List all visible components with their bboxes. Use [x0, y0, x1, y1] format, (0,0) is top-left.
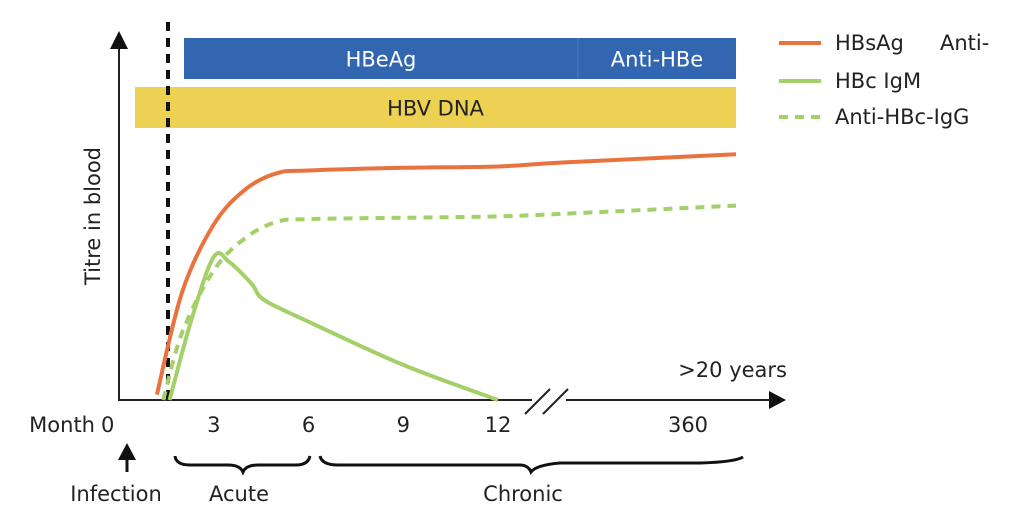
acute-phase-brace	[173, 455, 312, 476]
band-hbeag	[184, 38, 578, 79]
x-tick-label: 0	[101, 413, 114, 437]
phase-label-chronic: Chronic	[483, 482, 563, 506]
x-tick-labels: 0 3 6 9 12 360	[101, 413, 708, 437]
band-label-hbv-dna: HBV DNA	[387, 97, 484, 121]
band-label-anti-hbe: Anti-HBe	[611, 48, 703, 72]
legend-label-anti-hbc-igg: Anti-HBc-IgG	[835, 105, 969, 129]
legend-label-hbsag-extra: Anti-	[940, 31, 989, 55]
x-axis-label: Month	[29, 413, 95, 437]
marker-bands: HBeAg Anti-HBe HBV DNA	[135, 38, 736, 128]
band-anti-hbe	[578, 38, 736, 79]
x-axis-note: >20 years	[678, 358, 787, 382]
series-line-hbsag	[154, 152, 737, 396]
chronic-phase-brace	[318, 455, 744, 476]
band-hbv-dna	[135, 87, 736, 128]
series-line-anti-hbc-igm	[167, 251, 499, 402]
x-axis-arrow-icon	[769, 391, 786, 409]
legend-item-anti-hbc-igg: Anti-HBc-IgG	[779, 105, 969, 129]
axis-break-mark	[524, 388, 551, 415]
phase-label-acute: Acute	[209, 482, 269, 506]
x-tick-label: 360	[668, 413, 708, 437]
y-axis-arrow-icon	[110, 31, 128, 49]
legend: HBsAg Anti- HBc IgM Anti-HBc-IgG	[779, 31, 989, 129]
axis-break-mark	[542, 388, 569, 415]
axis-break-gap	[532, 396, 566, 404]
legend-item-hbsag: HBsAg Anti-	[779, 31, 989, 55]
series-line-anti-hbc-igg	[161, 203, 737, 401]
legend-label-anti-hbc-igm: HBc IgM	[835, 69, 921, 93]
y-axis-label: Titre in blood	[81, 147, 105, 286]
x-tick-label: 6	[302, 413, 315, 437]
x-tick-label: 3	[207, 413, 220, 437]
x-tick-label: 12	[485, 413, 512, 437]
series-layer	[154, 152, 737, 402]
infection-arrow-icon	[118, 443, 136, 460]
x-tick-label: 9	[397, 413, 410, 437]
legend-label-hbsag: HBsAg	[835, 31, 904, 55]
band-label-hbeag: HBeAg	[346, 48, 417, 72]
infection-label: Infection	[70, 482, 162, 506]
legend-item-anti-hbc-igm: HBc IgM	[779, 69, 921, 93]
